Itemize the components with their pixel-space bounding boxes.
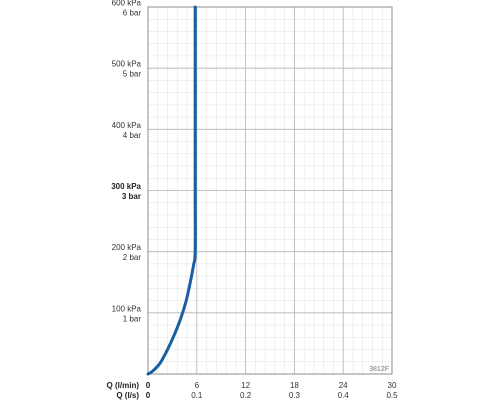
y-tick-label-kpa: 500 kPa bbox=[112, 60, 142, 69]
x-axis-name-lmin: Q (l/min) bbox=[107, 381, 140, 390]
y-tick-label-kpa: 600 kPa bbox=[112, 0, 142, 8]
y-tick-label-bar: 5 bar bbox=[123, 70, 142, 79]
x-tick-label-ls: 0.5 bbox=[386, 391, 398, 400]
y-tick-label-kpa: 200 kPa bbox=[112, 243, 142, 252]
x-tick-label-lmin: 6 bbox=[195, 381, 200, 390]
x-tick-label-ls: 0.3 bbox=[289, 391, 301, 400]
x-tick-label-ls: 0 bbox=[146, 391, 151, 400]
x-tick-label-lmin: 24 bbox=[339, 381, 348, 390]
chart-code-label: 3812F bbox=[369, 366, 389, 373]
plot-border bbox=[147, 6, 393, 375]
x-tick-label-lmin: 18 bbox=[290, 381, 299, 390]
x-tick-label-lmin: 0 bbox=[146, 381, 151, 390]
y-tick-label-kpa: 400 kPa bbox=[112, 121, 142, 130]
y-tick-label-kpa: 300 kPa bbox=[111, 182, 141, 191]
pressure-flow-curve bbox=[146, 5, 197, 376]
y-tick-label-bar: 3 bar bbox=[122, 192, 141, 201]
y-tick-label-kpa: 100 kPa bbox=[112, 304, 142, 313]
series-layer bbox=[146, 5, 197, 376]
x-tick-label-lmin: 30 bbox=[388, 381, 397, 390]
x-tick-label-ls: 0.1 bbox=[191, 391, 203, 400]
major-grid bbox=[147, 6, 393, 374]
y-tick-label-bar: 1 bar bbox=[123, 314, 142, 323]
x-tick-label-ls: 0.4 bbox=[338, 391, 350, 400]
x-axis-name-ls: Q (l/s) bbox=[116, 391, 139, 400]
y-tick-label-bar: 4 bar bbox=[123, 131, 142, 140]
y-tick-label-bar: 6 bar bbox=[123, 9, 142, 18]
x-tick-label-lmin: 12 bbox=[241, 381, 250, 390]
x-axis-labels: Q (l/min)Q (l/s) 0 6 12 18 24 30 0 0.1 0.2 0.3 0.4 0… bbox=[107, 381, 399, 400]
y-tick-label-bar: 2 bar bbox=[123, 253, 142, 262]
x-tick-label-ls: 0.2 bbox=[240, 391, 252, 400]
